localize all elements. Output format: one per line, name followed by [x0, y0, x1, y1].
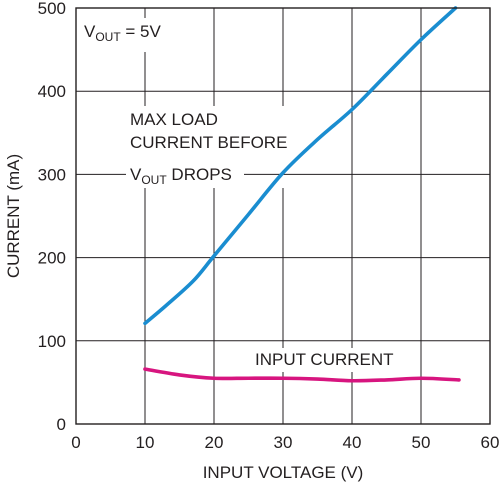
plot-frame [75, 7, 491, 425]
x-tick-label: 20 [205, 433, 224, 452]
y-tick-label: 0 [57, 415, 66, 434]
y-axis-label: CURRENT (mA) [4, 154, 23, 278]
x-axis-label: INPUT VOLTAGE (V) [203, 463, 364, 482]
y-tick-label: 300 [38, 165, 66, 184]
vout-annotation: VOUT = 5V [84, 22, 162, 44]
y-tick-label: 500 [38, 0, 66, 18]
y-tick-label: 200 [38, 249, 66, 268]
max-load-label-line2: CURRENT BEFORE [130, 133, 287, 152]
x-tick-label: 40 [343, 433, 362, 452]
input-current-line [143, 367, 461, 383]
y-tick-label: 100 [38, 332, 66, 351]
input-current-label: INPUT CURRENT [255, 350, 394, 369]
max-load-label-line1: MAX LOAD [130, 110, 218, 129]
max-load-label-line3: VOUT DROPS [130, 165, 232, 187]
x-tick-label: 0 [71, 433, 80, 452]
tick-labels: 0 10 20 30 40 50 60 0 100 200 300 400 500 [38, 0, 500, 452]
max-load-current-line [143, 6, 458, 326]
x-tick-label: 60 [481, 433, 500, 452]
y-tick-label: 400 [38, 82, 66, 101]
x-tick-label: 30 [274, 433, 293, 452]
grid [76, 8, 490, 424]
x-tick-label: 10 [136, 433, 155, 452]
x-tick-label: 50 [412, 433, 431, 452]
series-layer [143, 6, 461, 383]
